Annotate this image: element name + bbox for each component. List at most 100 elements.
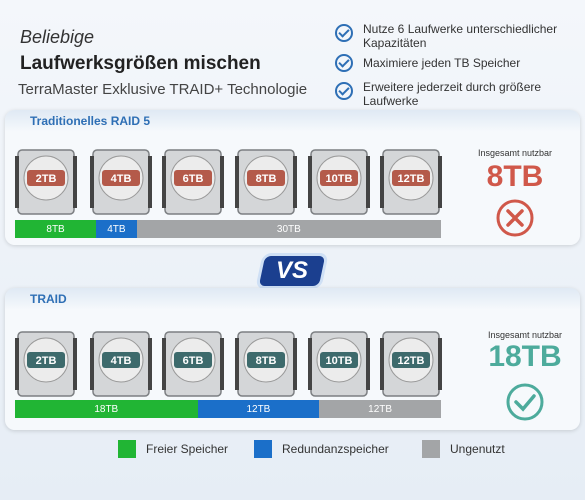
- usable-label: Insgesamt nutzbar: [477, 148, 553, 158]
- drive-side: [366, 156, 370, 208]
- drive-label: 12TB: [398, 355, 425, 367]
- usable-label: Insgesamt nutzbar: [487, 330, 563, 340]
- drive-label: 6TB: [183, 173, 204, 185]
- legend-label: Freier Speicher: [146, 442, 229, 456]
- drive-side: [366, 338, 370, 390]
- drive-side: [148, 338, 152, 390]
- drive-side: [380, 338, 384, 390]
- drive: 2TB: [15, 149, 77, 215]
- drive-side: [73, 338, 77, 390]
- storage-bar: 18TB 12TB 12TB: [15, 400, 441, 418]
- drive-side: [220, 156, 224, 208]
- drive-label: 8TB: [256, 173, 277, 185]
- drive: 12TB: [380, 149, 442, 215]
- drive-label: 8TB: [256, 355, 277, 367]
- drive-label-bg: [174, 352, 212, 368]
- drive: 4TB: [90, 331, 152, 397]
- drive-label-bg: [247, 352, 285, 368]
- panel: TRAID 2TB 4TB 6TB 8TB 10TB 12TB 18TB 12TB 12TB Ins…: [5, 288, 580, 430]
- drive-label-bg: [320, 352, 358, 368]
- drive-side: [438, 156, 442, 208]
- icon-ring: [496, 199, 534, 237]
- drive: 10TB: [308, 149, 370, 215]
- drive-label-bg: [27, 352, 65, 368]
- drive: 12TB: [380, 331, 442, 397]
- drive-side: [293, 338, 297, 390]
- drive: 6TB: [162, 149, 224, 215]
- vs-text: VS: [275, 257, 308, 284]
- drive: 10TB: [308, 331, 370, 397]
- legend-label: Redundanzspeicher: [282, 442, 389, 456]
- drive-side: [380, 156, 384, 208]
- drive-label-bg: [174, 170, 212, 186]
- drive-label: 2TB: [36, 173, 57, 185]
- legend-label: Ungenutzt: [450, 442, 505, 456]
- drive-side: [438, 338, 442, 390]
- legend-swatch: [422, 440, 440, 458]
- title: Laufwerksgrößen mischen: [20, 53, 261, 74]
- drive-label: 4TB: [111, 173, 132, 185]
- drive: 2TB: [15, 331, 77, 397]
- drive-side: [90, 156, 94, 208]
- legend-item: Freier Speicher: [118, 440, 228, 458]
- drive-side: [308, 156, 312, 208]
- bar-segment: 8TB: [15, 220, 97, 238]
- legend-swatch: [118, 440, 136, 458]
- drive-side: [235, 156, 239, 208]
- panel-title: Traditionelles RAID 5: [30, 114, 151, 128]
- bar-segment: 30TB: [136, 220, 441, 238]
- bar-segment: 4TB: [96, 220, 137, 238]
- drive-side: [15, 156, 19, 208]
- feature: Maximiere jeden TB Speicher: [363, 56, 521, 70]
- bar-segment: 12TB: [197, 400, 320, 418]
- icon-mark: [514, 394, 536, 412]
- drive-label: 10TB: [326, 355, 353, 367]
- drive: 8TB: [235, 149, 297, 215]
- icon-mark: [506, 209, 524, 227]
- drive-label: 2TB: [36, 355, 57, 367]
- drive-side: [235, 338, 239, 390]
- bar-segment: 12TB: [319, 400, 441, 418]
- check-circle: [506, 383, 544, 421]
- drive-label: 6TB: [183, 355, 204, 367]
- usable-value: 8TB: [486, 160, 544, 193]
- drive-side: [73, 156, 77, 208]
- drive-label-bg: [102, 170, 140, 186]
- drive-side: [90, 338, 94, 390]
- drive-label-bg: [247, 170, 285, 186]
- drive-label: 4TB: [111, 355, 132, 367]
- bar-segment: 18TB: [15, 400, 198, 418]
- legend-item: Ungenutzt: [422, 440, 505, 458]
- legend-item: Redundanzspeicher: [254, 440, 389, 458]
- drive-side: [162, 156, 166, 208]
- drive-label-bg: [392, 352, 430, 368]
- subtitle: TerraMaster Exklusive TRAID+ Technologie: [18, 81, 308, 98]
- drive: 6TB: [162, 331, 224, 397]
- drive-side: [308, 338, 312, 390]
- drive-label-bg: [392, 170, 430, 186]
- drive-label: 12TB: [398, 173, 425, 185]
- feature: Nutze 6 Laufwerke unterschiedlicher Kapa…: [363, 22, 558, 50]
- storage-bar: 8TB 4TB 30TB: [15, 220, 441, 238]
- drive-side: [293, 156, 297, 208]
- feature: Erweitere jederzeit durch größere Laufwe…: [363, 80, 542, 108]
- drive-side: [162, 338, 166, 390]
- drive-label-bg: [102, 352, 140, 368]
- panel-title: TRAID: [30, 292, 67, 306]
- drive-label: 10TB: [326, 173, 353, 185]
- drive: 8TB: [235, 331, 297, 397]
- usable-value: 18TB: [488, 340, 562, 373]
- drive-side: [220, 338, 224, 390]
- check-icon: [335, 54, 353, 72]
- panel: Traditionelles RAID 5 2TB 4TB 6TB 8TB 10TB 12T…: [5, 110, 580, 245]
- drive-side: [15, 338, 19, 390]
- x-circle: [496, 199, 534, 237]
- drive-label-bg: [320, 170, 358, 186]
- intro: Beliebige: [20, 27, 95, 47]
- drive-side: [148, 156, 152, 208]
- legend-swatch: [254, 440, 272, 458]
- drive-label-bg: [27, 170, 65, 186]
- icon-ring: [506, 383, 544, 421]
- check-icon: [335, 82, 353, 100]
